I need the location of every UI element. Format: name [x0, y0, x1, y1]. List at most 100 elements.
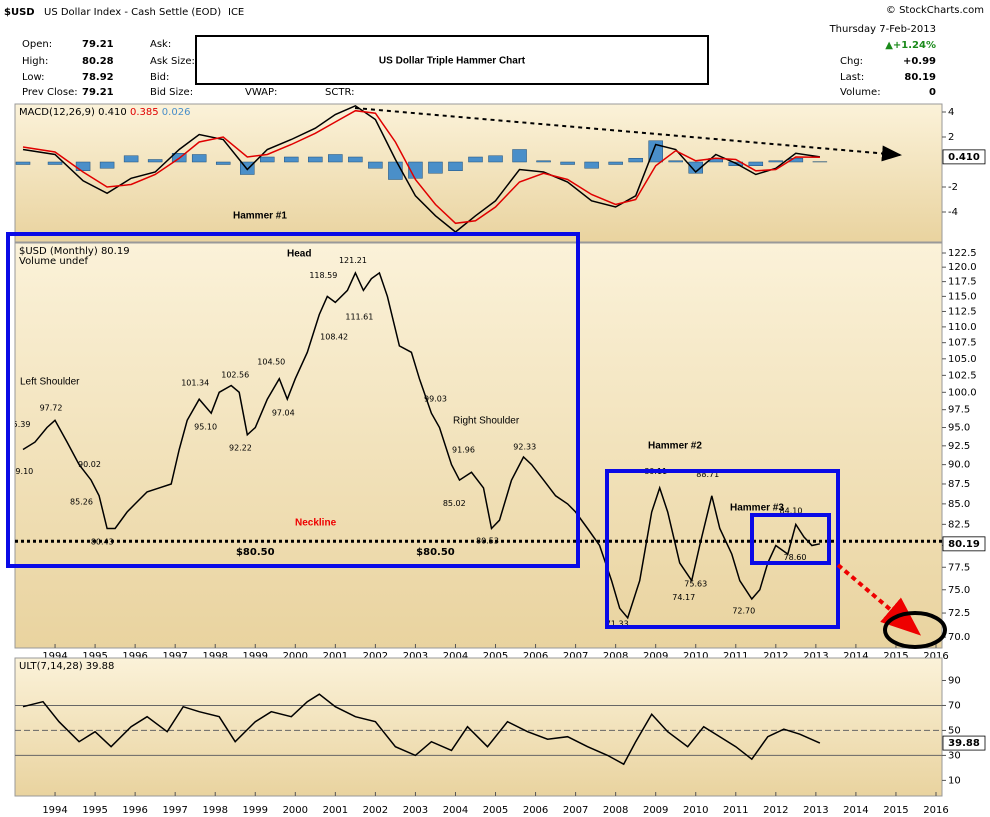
last-value-box: [942, 149, 986, 165]
x-tick-label: 2009: [643, 651, 668, 662]
field-label: Bid:: [150, 72, 169, 83]
quote-value: 80.28: [82, 56, 114, 67]
peak-label: 111.61: [345, 312, 373, 321]
x-tick-label: 2008: [603, 805, 628, 816]
legend-part: 0.385: [130, 107, 159, 118]
histogram-bar: [628, 158, 643, 163]
field-label: Ask:: [150, 39, 171, 50]
histogram-bar: [147, 159, 163, 163]
histogram-bar: [215, 161, 231, 165]
y-tick-label: -2: [948, 182, 958, 193]
y-tick-label: 100.0: [948, 387, 977, 398]
annotation: Head: [287, 249, 311, 260]
x-tick-label: 2014: [843, 651, 868, 662]
x-tick-label: 1995: [82, 805, 107, 816]
x-tick-label: 2004: [443, 805, 468, 816]
peak-label: 92.22: [229, 443, 252, 452]
x-tick-label: 2009: [643, 805, 668, 816]
y-tick-label: 105.0: [948, 354, 977, 365]
x-tick-label: 2002: [363, 805, 388, 816]
quote-value: 79.21: [82, 39, 114, 50]
legend-part: MACD(12,26,9): [19, 107, 95, 118]
histogram-bar: [668, 160, 683, 163]
y-tick-label: 102.5: [948, 370, 977, 381]
peak-label: 90.02: [78, 460, 101, 469]
field-label: Ask Size:: [150, 56, 195, 67]
histogram-bar: [536, 160, 551, 163]
plot-area: [15, 693, 942, 766]
series-line: [22, 104, 821, 233]
right-value: 80.19: [904, 72, 936, 83]
quote-label: Prev Close:: [22, 87, 78, 98]
panel-subtitle: Volume undef: [19, 256, 89, 267]
x-tick-label: 2013: [803, 651, 828, 662]
peak-label: 89.10: [10, 467, 33, 476]
y-tick-label: 110.0: [948, 322, 977, 333]
neckline-label: $80.50: [236, 547, 275, 558]
legend-part: $USD (Monthly): [19, 246, 98, 257]
histogram-bar: [448, 161, 463, 171]
peak-label: 95.39: [8, 420, 31, 429]
peak-label: 80.53: [476, 536, 499, 545]
right-label: Volume:: [840, 87, 881, 98]
panel-background: [14, 657, 943, 797]
x-tick-label: 2005: [483, 805, 508, 816]
histogram-bar: [260, 156, 275, 163]
y-tick-label: 70.0: [948, 632, 970, 643]
x-tick-label: 1998: [202, 651, 227, 662]
quote-value: 79.21: [82, 87, 114, 98]
x-tick-label: 2001: [323, 805, 348, 816]
exchange: ICE: [228, 7, 244, 18]
histogram-bar: [75, 161, 91, 171]
y-tick-label: 10: [948, 775, 961, 786]
histogram-bar: [468, 156, 483, 163]
histogram-bar: [328, 154, 343, 163]
peak-label: 108.42: [320, 332, 348, 341]
histogram-bar: [584, 161, 599, 169]
x-tick-label: 2010: [683, 651, 708, 662]
y-tick-label: 82.5: [948, 519, 970, 530]
histogram-bar: [748, 161, 764, 166]
peak-label: 74.17: [672, 593, 695, 602]
panel-title: MACD(12,26,9) 0.410 0.385 0.026: [19, 107, 190, 118]
y-tick-label: 115.0: [948, 291, 977, 302]
right-label: Chg:: [840, 56, 863, 67]
peak-label: 88.71: [696, 470, 719, 479]
x-tick-label: 1999: [243, 651, 268, 662]
x-tick-label: 2004: [443, 651, 468, 662]
x-tick-label: 2013: [803, 805, 828, 816]
histogram-bar: [99, 161, 115, 169]
field-label: SCTR:: [325, 87, 354, 98]
panel: 10 30 50 70 90 1994 1995 1996 1997 1998 1999 2000 20…: [14, 657, 986, 816]
panel: 95.39 97.72 89.10 90.02 85.26 80.43 101.34 95.1…: [8, 242, 986, 662]
x-tick-label: 2006: [523, 805, 548, 816]
banner-box: [195, 35, 709, 85]
change-pct: ▲+1.24%: [885, 40, 936, 51]
plot-area: [15, 104, 828, 233]
target-ellipse: [883, 611, 947, 649]
peak-label: 101.34: [181, 379, 209, 388]
histogram-bar: [560, 161, 575, 165]
panel-title: $USD (Monthly) 80.19: [19, 246, 130, 257]
panel: -4 -2 2 4 MACD(12,26,9) 0.410 0.385 0.026 0.…: [14, 103, 986, 243]
peak-label: 104.50: [257, 358, 285, 367]
symbol: $USD: [4, 7, 35, 18]
y-tick-label: 70: [948, 700, 961, 711]
legend-part: 39.88: [86, 661, 115, 672]
y-tick-label: 50: [948, 725, 961, 736]
peak-label: 91.96: [452, 445, 475, 454]
y-tick-label: 72.5: [948, 608, 970, 619]
x-tick-label: 1996: [122, 651, 147, 662]
y-tick-label: 77.5: [948, 562, 970, 573]
peak-label: 80.43: [91, 537, 114, 546]
peak-label: 95.10: [194, 422, 217, 431]
x-tick-label: 2010: [683, 805, 708, 816]
quote-label: Low:: [22, 72, 45, 83]
x-tick-label: 2003: [403, 805, 428, 816]
x-tick-label: 2011: [723, 805, 748, 816]
annotation: Hammer #1: [233, 211, 287, 222]
hammer2-box: [605, 469, 840, 629]
annotation: Hammer #2: [648, 441, 702, 452]
y-tick-label: 30: [948, 750, 961, 761]
last-value-box: [942, 536, 986, 552]
